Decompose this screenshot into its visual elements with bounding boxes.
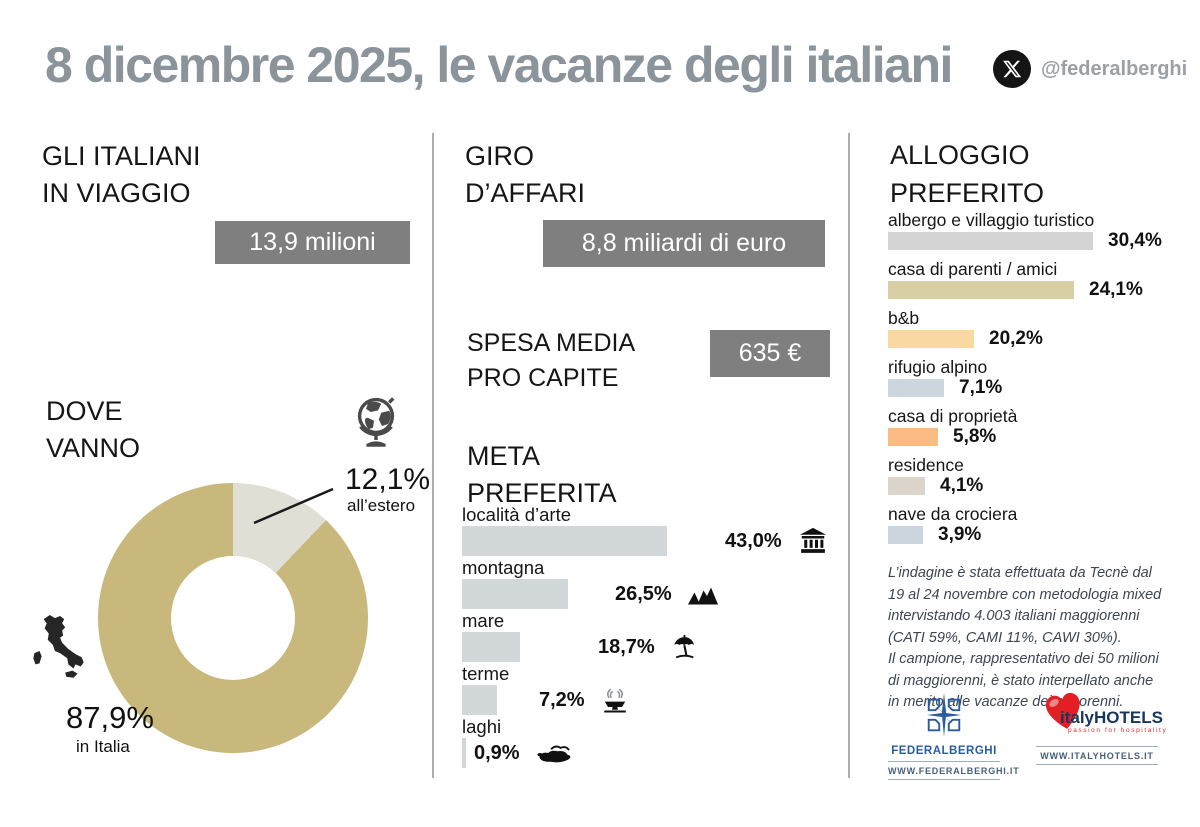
meta-row-mare: mare 18,7% [462,610,844,662]
bar-label: rifugio alpino [888,357,988,377]
alloggio-row-albergo: albergo e villaggio turistico 30,4% [888,210,1188,251]
meta-row-localita-darte: località d’arte 43,0% [462,504,844,556]
business-heading: GIRO D’AFFARI [465,141,586,208]
globe-icon [350,394,402,455]
bar [888,281,1074,299]
spend-heading: SPESA MEDIA PRO CAPITE [467,329,636,392]
travelers-heading: GLI ITALIANI IN VIAGGIO [42,141,201,208]
bar [462,579,568,609]
italyhotels-logo: italyHOTELS passion for hospitality WWW.… [1036,690,1166,765]
alloggio-heading: ALLOGGIO PREFERITO [890,140,1045,208]
dove-vanno-donut-chart [98,483,368,753]
bar [888,379,944,397]
bar [888,477,925,495]
federalberghi-compass-icon [923,693,965,742]
bar-label: terme [462,663,510,684]
bar-value: 0,9% [474,741,520,764]
bar-value: 4,1% [940,475,984,496]
estero-label: all’estero [347,496,416,515]
bar-label: residence [888,455,964,475]
bar-value: 5,8% [953,426,997,447]
bar-label: casa di proprietà [888,406,1018,426]
museum-icon [798,526,828,556]
x-twitter-icon[interactable] [993,50,1031,88]
italyhotels-word-hotels: HOTELS [1094,708,1163,727]
mountains-icon [687,583,718,606]
meta-heading: META PREFERITA [467,441,617,508]
bar [462,738,466,768]
note-paragraph: L’indagine è stata effettuata da Tecnè d… [888,565,1162,646]
bar-value: 7,2% [539,688,585,711]
bar-label: b&b [888,308,920,328]
alloggio-row-rifugio: rifugio alpino 7,1% [888,357,1188,398]
bar-label: casa di parenti / amici [888,259,1058,279]
bar-value: 30,4% [1108,230,1162,251]
destinations-heading: DOVE VANNO [46,396,141,463]
bar [888,428,938,446]
italyhotels-wordmark: italyHOTELS passion for hospitality [1036,690,1166,742]
bar [462,685,497,715]
italy-map-icon [26,614,88,691]
bar-label: località d’arte [462,504,572,525]
bar [888,330,974,348]
meta-row-terme: terme 7,2% [462,663,844,715]
bar-label: laghi [462,716,502,737]
bar-label: montagna [462,557,545,578]
bar-value: 26,5% [615,582,672,605]
bar-value: 3,9% [938,524,982,545]
travelers-total-value: 13,9 milioni [249,228,376,256]
page-title: 8 dicembre 2025, le vacanze degli italia… [45,37,953,93]
estero-percentage: 12,1% [345,463,431,496]
italyhotels-url[interactable]: WWW.ITALYHOTELS.IT [1036,746,1158,765]
federalberghi-url[interactable]: WWW.FEDERALBERGHI.IT [888,761,1019,780]
federalberghi-logo: FEDERALBERGHI WWW.FEDERALBERGHI.IT [888,692,1019,780]
italyhotels-heart-icon [1042,690,1086,737]
business-value: 8,8 miliardi di euro [581,229,787,257]
bar [462,526,667,556]
alloggio-preferito-bar-chart: albergo e villaggio turistico 30,4% casa… [888,210,1188,553]
estero-leader-line [253,487,334,525]
alloggio-row-nave: nave da crociera 3,9% [888,504,1188,545]
bar-label: nave da crociera [888,504,1018,524]
donut-hole [171,556,295,680]
lake-icon [536,742,574,765]
meta-row-montagna: montagna 26,5% [462,557,844,609]
bar-value: 20,2% [989,328,1043,349]
spend-value-badge: 635 € [710,330,830,377]
x-glyph [1003,60,1022,78]
meta-row-laghi: laghi 0,9% [462,716,844,768]
beach-umbrella-icon [671,634,698,661]
italyhotels-tagline: passion for hospitality [1068,727,1168,734]
bar-label: mare [462,610,505,631]
column-divider-right [848,133,850,778]
alloggio-row-casa-parenti: casa di parenti / amici 24,1% [888,259,1188,300]
column-divider-left [432,133,434,778]
bar-value: 7,1% [959,377,1003,398]
alloggio-row-residence: residence 4,1% [888,455,1188,496]
italia-label: in Italia [76,737,130,756]
alloggio-row-bb: b&b 20,2% [888,308,1188,349]
italyhotels-word-italy: italy [1060,708,1095,727]
federalberghi-name: FEDERALBERGHI [891,745,997,757]
alloggio-row-casa-proprieta: casa di proprietà 5,8% [888,406,1188,447]
business-value-badge: 8,8 miliardi di euro [543,220,825,267]
italia-percentage: 87,9% [66,700,154,735]
bar-value: 43,0% [725,529,782,552]
bar-label: albergo e villaggio turistico [888,210,1095,230]
bar [462,632,520,662]
social-handle[interactable]: @federalberghi [1041,58,1188,80]
bar-value: 18,7% [598,635,655,658]
travelers-total-badge: 13,9 milioni [215,221,410,264]
spend-value: 635 € [738,339,802,367]
meta-preferita-bar-chart: località d’arte 43,0% montagna 26,5% [462,504,844,769]
bar [888,526,923,544]
bar [888,232,1093,250]
thermal-spring-icon [601,686,629,714]
bar-value: 24,1% [1089,279,1143,300]
